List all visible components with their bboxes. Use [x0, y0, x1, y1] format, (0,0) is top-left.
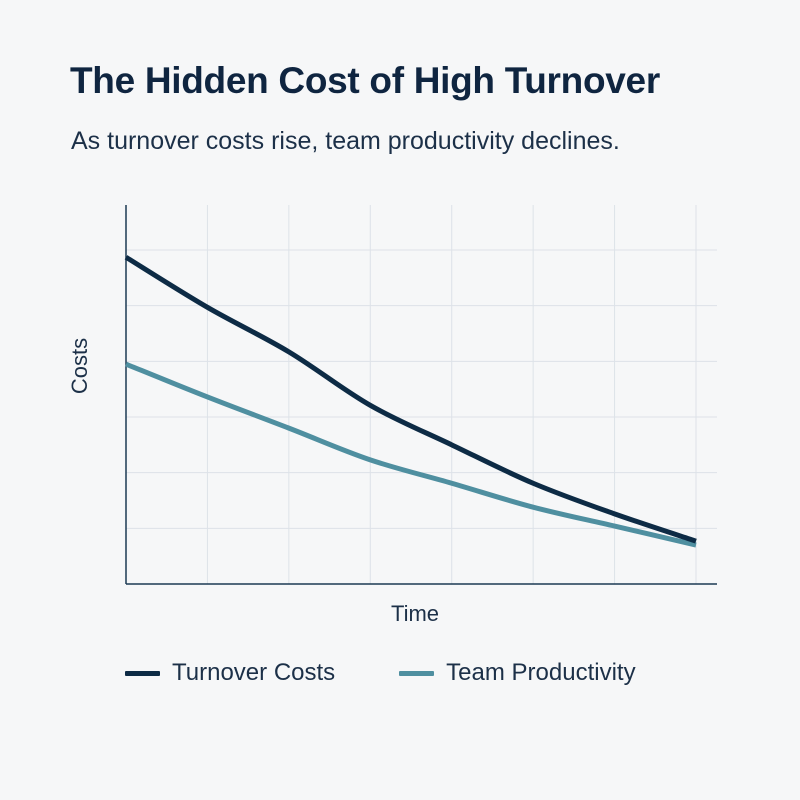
chart-subtitle: As turnover costs rise, team productivit…	[71, 127, 620, 155]
legend-label: Team Productivity	[446, 659, 636, 686]
legend: Turnover Costs Team Productivity	[125, 659, 636, 687]
turnover-costs-line	[124, 255, 697, 544]
data-series	[124, 255, 697, 548]
team-productivity-line	[125, 361, 697, 548]
axes	[125, 205, 717, 585]
legend-item-team-productivity: Team Productivity	[399, 659, 636, 687]
legend-item-turnover-costs: Turnover Costs	[125, 659, 335, 687]
x-axis-label: Time	[390, 601, 440, 626]
chart-title: The Hidden Cost of High Turnover	[70, 60, 660, 101]
legend-label: Turnover Costs	[172, 659, 336, 686]
legend-swatch-turnover-costs	[125, 670, 160, 676]
legend-swatch-team-productivity	[399, 670, 435, 676]
y-axis-label: Costs	[67, 337, 92, 395]
